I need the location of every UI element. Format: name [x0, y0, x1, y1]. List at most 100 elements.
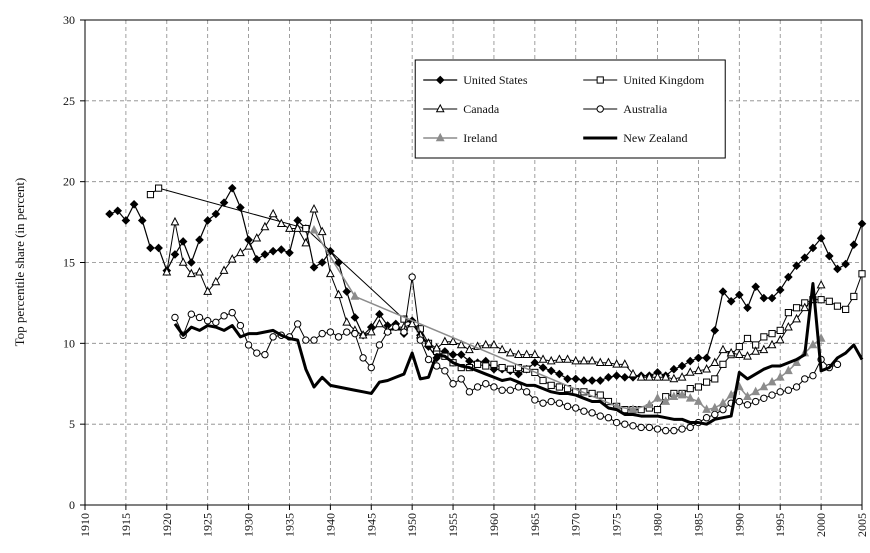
marker	[703, 378, 711, 386]
marker	[685, 367, 695, 376]
marker	[539, 399, 547, 407]
x-tick-label: 1970	[569, 513, 583, 537]
marker	[514, 369, 523, 379]
marker	[170, 216, 180, 226]
marker	[334, 289, 343, 299]
marker	[718, 344, 728, 354]
marker	[268, 246, 278, 256]
legend-label: Canada	[463, 102, 500, 116]
marker	[702, 404, 712, 413]
marker	[792, 261, 801, 271]
marker	[702, 364, 712, 373]
marker	[784, 386, 793, 394]
marker	[465, 388, 474, 396]
x-tick-label: 1945	[364, 513, 378, 537]
marker	[768, 330, 776, 338]
marker	[408, 273, 416, 281]
marker	[309, 263, 319, 272]
marker	[596, 76, 604, 84]
marker	[849, 240, 859, 250]
marker	[686, 385, 694, 393]
marker	[555, 369, 564, 379]
marker	[726, 347, 736, 357]
marker	[571, 374, 581, 384]
marker	[628, 368, 638, 378]
marker	[367, 363, 375, 372]
marker	[768, 391, 776, 399]
marker	[824, 251, 834, 261]
marker	[129, 199, 139, 209]
y-tick-label: 20	[63, 175, 75, 189]
marker	[792, 313, 801, 323]
marker	[563, 354, 572, 363]
marker	[162, 267, 172, 276]
y-tick-label: 0	[69, 498, 75, 512]
marker	[555, 399, 564, 407]
marker	[604, 372, 613, 382]
marker	[604, 357, 613, 367]
marker	[293, 320, 302, 328]
marker	[735, 397, 744, 406]
marker	[490, 360, 498, 368]
marker	[792, 357, 801, 367]
marker	[555, 383, 563, 391]
marker	[669, 364, 679, 374]
legend-label: Ireland	[463, 131, 497, 145]
legend-label: Australia	[623, 102, 668, 116]
marker	[252, 254, 262, 264]
marker	[711, 410, 719, 419]
marker	[572, 404, 580, 412]
marker	[669, 373, 679, 383]
marker	[759, 293, 769, 303]
marker	[220, 312, 228, 320]
marker	[285, 248, 294, 258]
x-tick-label: 1940	[323, 513, 337, 537]
marker	[440, 336, 450, 346]
x-tick-label: 1915	[119, 513, 133, 537]
marker	[195, 267, 204, 276]
x-tick-label: 1975	[610, 513, 624, 537]
marker	[743, 351, 752, 360]
marker	[775, 285, 785, 295]
marker	[293, 223, 303, 232]
x-tick-label: 1950	[405, 513, 419, 537]
marker	[620, 372, 630, 382]
marker	[554, 354, 564, 363]
marker	[285, 223, 294, 232]
marker	[400, 328, 408, 336]
marker	[424, 338, 433, 347]
marker	[260, 221, 270, 231]
marker	[743, 401, 752, 409]
marker	[693, 396, 703, 405]
marker	[435, 103, 445, 113]
marker	[579, 376, 589, 385]
marker	[203, 317, 212, 325]
marker	[154, 243, 163, 253]
marker	[596, 412, 604, 420]
x-tick-label: 1925	[201, 513, 215, 537]
marker	[621, 406, 629, 414]
marker	[137, 216, 147, 225]
plot-frame	[84, 19, 863, 506]
marker	[546, 366, 556, 376]
marker	[726, 296, 736, 306]
marker	[260, 250, 270, 259]
marker	[628, 404, 638, 413]
marker	[522, 388, 531, 396]
marker	[309, 224, 319, 234]
marker	[759, 344, 769, 354]
marker	[735, 290, 744, 300]
marker	[538, 354, 548, 363]
marker	[850, 292, 858, 301]
marker	[842, 305, 850, 313]
marker	[146, 243, 155, 253]
marker	[506, 386, 515, 394]
y-axis-label: Top percentile share (in percent)	[12, 178, 27, 347]
marker	[596, 391, 604, 399]
marker	[473, 383, 482, 391]
marker	[244, 241, 254, 250]
x-tick-label: 1990	[732, 513, 746, 537]
marker	[530, 358, 540, 368]
marker	[219, 265, 229, 274]
